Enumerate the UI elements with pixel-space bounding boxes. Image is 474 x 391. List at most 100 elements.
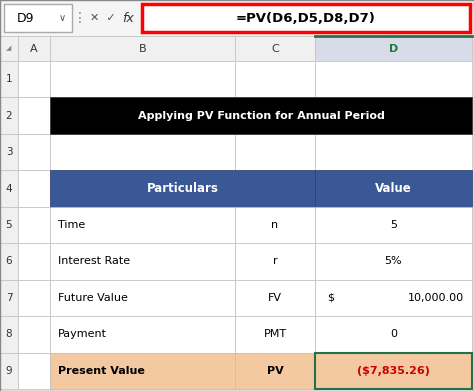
Bar (315, 207, 472, 243)
Bar (315, 207, 472, 243)
Bar (50, 316, 235, 353)
Bar (235, 353, 315, 389)
Bar (235, 316, 315, 353)
Bar (50, 243, 235, 280)
Text: PV: PV (266, 366, 283, 376)
Bar (18, 316, 50, 353)
Bar (315, 170, 472, 207)
Text: Payment: Payment (58, 329, 107, 339)
Bar (50, 280, 235, 316)
Bar (142, 4, 470, 32)
Text: Applying PV Function for Annual Period: Applying PV Function for Annual Period (137, 111, 384, 121)
Bar (50, 61, 235, 97)
Bar (50, 36, 235, 61)
Bar (50, 316, 235, 353)
Text: 0: 0 (390, 329, 397, 339)
Bar (0, 0, 474, 36)
Bar (0, 280, 18, 316)
Bar (4, 4, 72, 32)
Bar (50, 207, 235, 243)
Text: 8: 8 (6, 329, 12, 339)
Bar (315, 353, 472, 389)
Text: Present Value: Present Value (58, 366, 145, 376)
Bar (0, 243, 18, 280)
Bar (235, 243, 315, 280)
Text: 1: 1 (6, 74, 12, 84)
Bar (315, 280, 472, 316)
Bar (0, 97, 18, 134)
Bar (50, 280, 235, 316)
Text: ∨: ∨ (58, 13, 65, 23)
Bar (50, 243, 235, 280)
Bar (235, 36, 315, 61)
Bar (50, 97, 235, 134)
Bar (0, 134, 18, 170)
Bar (235, 280, 315, 316)
Bar (50, 353, 235, 389)
Bar (315, 97, 472, 134)
Text: ◢: ◢ (6, 45, 12, 52)
Bar (315, 353, 472, 389)
Bar (0, 170, 18, 207)
Text: ✕  ✓: ✕ ✓ (90, 13, 116, 23)
Bar (315, 316, 472, 353)
Bar (50, 134, 235, 170)
Text: 5: 5 (390, 220, 397, 230)
Bar (235, 134, 315, 170)
Bar (315, 36, 472, 61)
Text: fx: fx (122, 11, 134, 25)
Text: ⋮: ⋮ (73, 11, 87, 25)
Bar (235, 207, 315, 243)
Bar (235, 207, 315, 243)
Bar (315, 316, 472, 353)
Text: A: A (30, 43, 38, 54)
Text: C: C (271, 43, 279, 54)
Text: PMT: PMT (264, 329, 287, 339)
Text: r: r (273, 256, 277, 266)
Bar (235, 316, 315, 353)
Text: 3: 3 (6, 147, 12, 157)
Bar (0, 36, 18, 61)
Bar (18, 353, 50, 389)
Bar (315, 243, 472, 280)
Text: FV: FV (268, 293, 282, 303)
Bar (18, 170, 50, 207)
Text: 5%: 5% (385, 256, 402, 266)
Bar (0, 353, 18, 389)
Bar (315, 280, 472, 316)
Bar (235, 280, 315, 316)
Bar (235, 170, 315, 207)
Text: Time: Time (58, 220, 85, 230)
Text: 10,000.00: 10,000.00 (408, 293, 464, 303)
Bar (315, 134, 472, 170)
Text: $: $ (327, 293, 334, 303)
Text: 6: 6 (6, 256, 12, 266)
Bar (18, 134, 50, 170)
Text: D9: D9 (17, 11, 35, 25)
Bar (18, 280, 50, 316)
Text: 2: 2 (6, 111, 12, 121)
Text: B: B (139, 43, 146, 54)
Bar (235, 243, 315, 280)
Text: D: D (389, 43, 398, 54)
Text: ($7,835.26): ($7,835.26) (357, 366, 430, 376)
Bar (18, 243, 50, 280)
Text: n: n (272, 220, 279, 230)
Bar (235, 97, 315, 134)
Bar (235, 353, 315, 389)
Bar (0, 316, 18, 353)
Bar (18, 61, 50, 97)
Text: Value: Value (375, 182, 412, 195)
Bar (0, 207, 18, 243)
Bar (315, 61, 472, 97)
Bar (0, 61, 18, 97)
Bar (18, 207, 50, 243)
Text: =PV(D6,D5,D8,D7): =PV(D6,D5,D8,D7) (236, 11, 376, 25)
Text: Future Value: Future Value (58, 293, 128, 303)
Bar (50, 97, 472, 134)
Text: 9: 9 (6, 366, 12, 376)
Bar (18, 97, 50, 134)
Text: 4: 4 (6, 183, 12, 194)
Bar (50, 170, 315, 207)
Text: 7: 7 (6, 293, 12, 303)
